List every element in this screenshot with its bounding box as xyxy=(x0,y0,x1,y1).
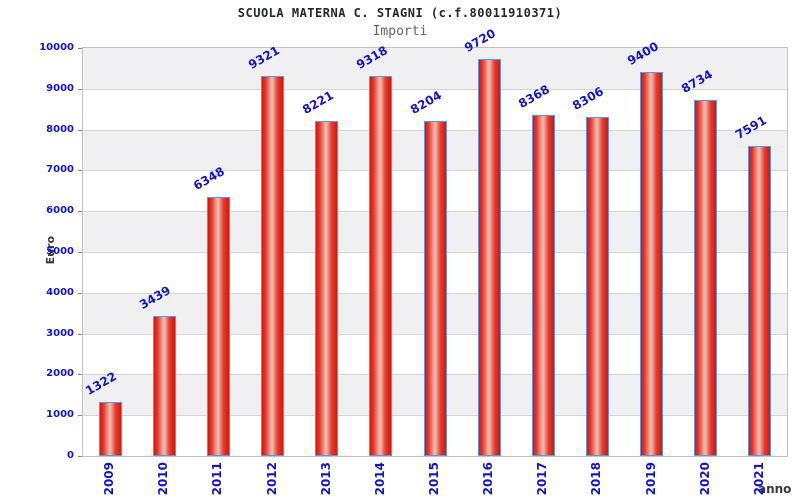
x-tick-label: 2015 xyxy=(427,462,441,496)
bar-2021 xyxy=(748,146,771,456)
y-tick-label: 10000 xyxy=(39,42,74,53)
y-tick-mark xyxy=(78,374,82,376)
y-tick-label: 8000 xyxy=(46,123,74,135)
chart-subtitle: Importi xyxy=(372,24,428,39)
x-tick-label: 2016 xyxy=(481,462,496,496)
y-tick-label: 7000 xyxy=(46,164,74,176)
x-axis-title: anno xyxy=(758,482,792,496)
y-tick-mark xyxy=(78,333,82,335)
y-tick-mark xyxy=(78,415,82,417)
bar-2014 xyxy=(369,75,392,456)
y-tick-mark xyxy=(78,170,82,172)
x-tick-label: 2009 xyxy=(102,462,117,496)
bar-2013 xyxy=(315,120,338,456)
x-tick-label: 2020 xyxy=(697,462,712,496)
y-tick-mark xyxy=(78,129,82,131)
x-tick-label: 2021 xyxy=(751,462,766,496)
y-tick-mark xyxy=(78,88,82,90)
y-tick-mark xyxy=(78,252,82,253)
bar-2011 xyxy=(207,197,230,456)
bar-2018 xyxy=(586,117,609,456)
bar-2015 xyxy=(424,121,447,456)
y-tick-label: 1000 xyxy=(46,409,74,421)
x-tick-label: 2010 xyxy=(156,462,171,496)
x-tick-label: 2014 xyxy=(372,462,387,496)
y-tick-mark xyxy=(78,456,82,457)
plot-band xyxy=(83,88,787,130)
y-tick-label: 2000 xyxy=(46,368,74,380)
x-tick-label: 2011 xyxy=(210,462,225,496)
y-tick-label: 0 xyxy=(67,450,74,461)
y-tick-label: 6000 xyxy=(46,205,74,217)
chart-plot-area xyxy=(82,47,788,457)
y-tick-label: 4000 xyxy=(46,286,74,298)
bar-2016 xyxy=(478,59,501,456)
y-tick-label: 9000 xyxy=(46,82,74,94)
x-tick-label: 2017 xyxy=(535,462,550,496)
y-tick-label: 3000 xyxy=(46,327,74,339)
plot-band xyxy=(83,48,787,89)
x-tick-label: 2013 xyxy=(318,462,333,496)
bar-2012 xyxy=(261,75,284,456)
y-tick-mark xyxy=(78,292,82,294)
y-tick-mark xyxy=(78,211,82,213)
y-tick-mark xyxy=(78,48,82,49)
bar-2010 xyxy=(153,315,176,456)
x-tick-label: 2019 xyxy=(643,462,658,496)
x-tick-label: 2012 xyxy=(264,462,279,496)
y-tick-label: 5000 xyxy=(46,246,74,257)
bar-2017 xyxy=(532,114,555,456)
bar-2009 xyxy=(99,402,122,456)
chart-title: SCUOLA MATERNA C. STAGNI (c.f.8001191037… xyxy=(237,6,563,20)
x-tick-label: 2018 xyxy=(589,462,604,496)
bar-2020 xyxy=(694,99,717,456)
bar-2019 xyxy=(640,72,663,456)
